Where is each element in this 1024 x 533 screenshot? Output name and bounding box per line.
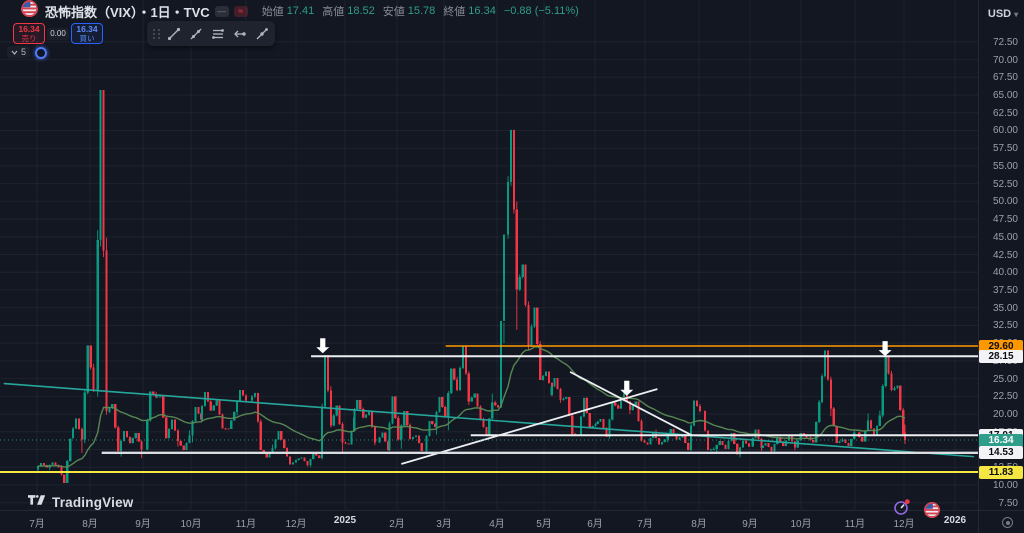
drawing-toolbar bbox=[147, 21, 275, 46]
minus-pill-icon[interactable]: — bbox=[214, 5, 229, 17]
time-tick: 8月 bbox=[691, 519, 707, 530]
indicator-count: 5 bbox=[21, 47, 27, 57]
horizontal-ray-icon[interactable] bbox=[229, 24, 251, 44]
buy-button[interactable]: 16.34 買い bbox=[71, 23, 103, 44]
extended-line-icon[interactable] bbox=[251, 24, 273, 44]
time-tick: 3月 bbox=[436, 519, 452, 530]
time-tick: 11月 bbox=[844, 519, 866, 530]
chevron-down-icon bbox=[11, 50, 18, 55]
market-status-icon[interactable] bbox=[893, 499, 910, 521]
price-tick: 25.00 bbox=[992, 373, 1018, 385]
time-tick: 6月 bbox=[587, 519, 603, 530]
price-tick: 65.00 bbox=[992, 90, 1018, 102]
wave-pill-icon[interactable]: ≈ bbox=[233, 5, 248, 17]
tradingview-logo-icon bbox=[28, 495, 45, 505]
price-tick: 40.00 bbox=[992, 267, 1018, 279]
tradingview-logo-text: TradingView bbox=[52, 495, 134, 510]
price-tick: 22.50 bbox=[992, 391, 1018, 403]
symbol-header: 恐怖指数（VIX）・1日・TVC — ≈ 始値 17.41 高値 18.52 安… bbox=[0, 0, 975, 22]
time-tick: 4月 bbox=[489, 519, 505, 530]
time-tick: 8月 bbox=[82, 519, 98, 530]
sell-label: 売り bbox=[21, 33, 37, 43]
price-tick: 55.00 bbox=[992, 160, 1018, 172]
time-tick: 5月 bbox=[536, 519, 552, 530]
time-tick: 10月 bbox=[790, 519, 812, 530]
time-tick: 2026 bbox=[943, 515, 967, 526]
price-tick: 72.50 bbox=[992, 36, 1018, 48]
price-tick: 70.00 bbox=[992, 54, 1018, 66]
high-label: 高値 bbox=[322, 6, 345, 18]
time-tick: 2025 bbox=[333, 515, 357, 526]
price-tick: 32.50 bbox=[992, 320, 1018, 332]
time-tick: 9月 bbox=[135, 519, 151, 530]
footer-icons bbox=[893, 499, 940, 521]
price-tick: 47.50 bbox=[992, 214, 1018, 226]
trend-line-icon[interactable] bbox=[163, 24, 185, 44]
tradingview-logo[interactable]: TradingView bbox=[28, 495, 133, 510]
price-tick: 7.50 bbox=[998, 497, 1018, 509]
time-tick: 12月 bbox=[893, 519, 915, 530]
sell-button[interactable]: 16.34 売り bbox=[13, 23, 45, 44]
sell-price: 16.34 bbox=[18, 24, 40, 34]
toolbar-drag-handle[interactable] bbox=[153, 28, 163, 39]
price-tick: 60.00 bbox=[992, 125, 1018, 137]
time-tick: 12月 bbox=[285, 519, 307, 530]
time-tick: 10月 bbox=[180, 519, 202, 530]
price-tick: 52.50 bbox=[992, 178, 1018, 190]
time-tick: 7月 bbox=[29, 519, 45, 530]
price-label-16.34: 16.34 bbox=[979, 433, 1023, 447]
symbol-flag-icon bbox=[21, 0, 38, 22]
price-tick: 20.00 bbox=[992, 409, 1018, 421]
time-tick: 9月 bbox=[742, 519, 758, 530]
price-tick: 37.50 bbox=[992, 285, 1018, 296]
country-flag-icon[interactable] bbox=[924, 502, 940, 518]
price-label-14.53: 14.53 bbox=[979, 446, 1023, 460]
price-label-11.83: 11.83 bbox=[979, 465, 1023, 479]
open-value: 17.41 bbox=[286, 5, 315, 17]
time-tick: 11月 bbox=[235, 519, 257, 530]
ohlc-readout: 始値 17.41 高値 18.52 安値 15.78 終値 16.34 −0.8… bbox=[262, 3, 579, 19]
time-tick: 2月 bbox=[389, 519, 405, 530]
parallel-lines-icon[interactable] bbox=[207, 24, 229, 44]
price-tick: 35.00 bbox=[992, 302, 1018, 314]
price-tick: 45.00 bbox=[992, 231, 1018, 243]
high-value: 18.52 bbox=[347, 5, 375, 17]
low-value: 15.78 bbox=[407, 5, 436, 17]
alert-status-icon[interactable] bbox=[35, 47, 47, 59]
buy-label: 買い bbox=[79, 33, 95, 43]
price-tick: 42.50 bbox=[992, 249, 1018, 261]
trade-panel: 16.34 売り 0.00 16.34 買い bbox=[13, 23, 103, 44]
time-tick: 7月 bbox=[637, 519, 653, 530]
currency-label: USD bbox=[987, 8, 1012, 20]
price-tick: 67.50 bbox=[992, 72, 1018, 84]
price-axis-separator bbox=[978, 0, 979, 533]
currency-dropdown[interactable]: USD ▾ bbox=[984, 6, 1022, 22]
time-axis-separator bbox=[0, 510, 1024, 511]
low-label: 安値 bbox=[382, 6, 405, 18]
price-tick: 62.50 bbox=[992, 107, 1018, 119]
chevron-down-icon: ▾ bbox=[1014, 9, 1019, 19]
price-label-29.60: 29.60 bbox=[979, 339, 1023, 353]
open-label: 始値 bbox=[261, 6, 284, 18]
symbol-title[interactable]: 恐怖指数（VIX）・1日・TVC bbox=[45, 4, 210, 20]
settings-gear-icon[interactable] bbox=[1002, 517, 1013, 528]
price-tick: 57.50 bbox=[992, 143, 1018, 155]
close-value: 16.34 bbox=[468, 5, 496, 17]
price-tick: 50.00 bbox=[992, 196, 1018, 208]
price-label-28.15: 28.15 bbox=[979, 349, 1023, 363]
spread-value: 0.00 bbox=[47, 27, 69, 40]
close-label: 終値 bbox=[443, 6, 466, 18]
ray-line-icon[interactable] bbox=[185, 24, 207, 44]
change-value: −0.88 (−5.11%) bbox=[503, 5, 579, 17]
buy-price: 16.34 bbox=[76, 24, 98, 34]
collapse-indicators-button[interactable]: 5 bbox=[7, 46, 31, 58]
price-tick: 10.00 bbox=[992, 479, 1018, 491]
